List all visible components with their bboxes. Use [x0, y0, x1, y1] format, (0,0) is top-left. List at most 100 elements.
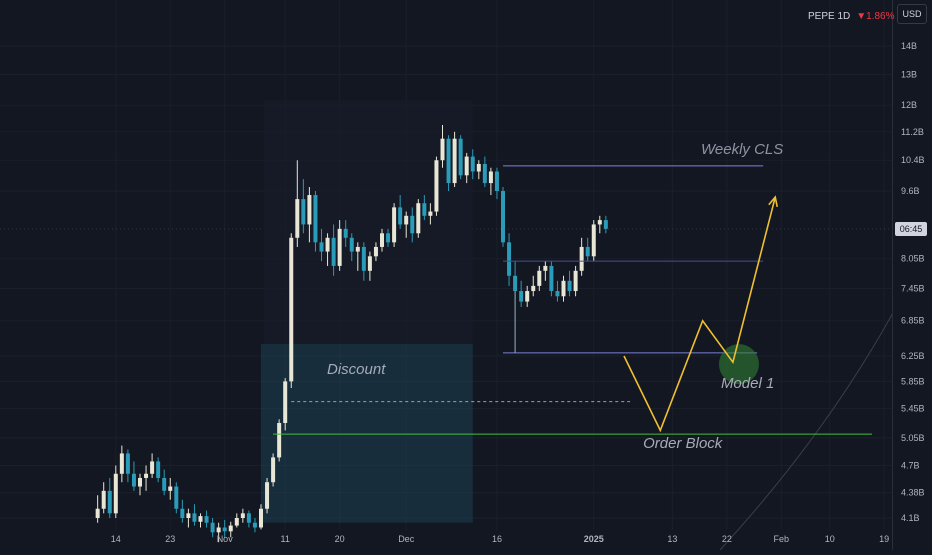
candle-body: [507, 242, 512, 276]
y-tick-label: 4.7B: [901, 461, 920, 471]
candle-body: [501, 191, 505, 243]
time-axis: 1423Nov1120Dec1620251322Feb1019Mar: [111, 534, 932, 544]
x-tick-label: 14: [111, 534, 121, 544]
candle-body: [349, 237, 354, 252]
candle-body: [585, 246, 590, 257]
price-axis[interactable]: 14B 13B 12B 11.2B 10.4B 9.6B 8.05B 7.45B 6.85B 6.…: [892, 0, 932, 550]
y-tick-label: 9.6B: [901, 186, 920, 196]
candle-body: [410, 215, 415, 234]
x-tick-label: 22: [722, 534, 732, 544]
candle-body: [192, 513, 197, 522]
candle-body: [367, 256, 372, 271]
candle-body: [361, 246, 366, 271]
candle-body: [319, 242, 324, 252]
candle-body: [234, 518, 239, 526]
candle-body: [452, 138, 457, 184]
candle-body: [240, 513, 245, 518]
candle-body: [537, 270, 542, 286]
y-tick-label: 5.45B: [901, 404, 925, 414]
ticker-symbol: PEPE 1D: [808, 11, 851, 22]
candle-body: [440, 138, 445, 161]
candle-body: [246, 513, 251, 523]
y-tick-label: 7.45B: [901, 283, 925, 293]
y-tick-label: 12B: [901, 100, 917, 110]
countdown-badge: 06:45: [895, 222, 927, 236]
candle-body: [380, 233, 384, 247]
x-tick-label: 11: [281, 534, 290, 544]
discount-label: Discount: [327, 361, 386, 378]
x-tick-label: 20: [335, 534, 345, 544]
x-tick-label: Nov: [217, 534, 234, 544]
candle-body: [101, 490, 106, 509]
candle-body: [198, 516, 203, 522]
candle-body: [252, 522, 257, 528]
x-tick-label: Dec: [398, 534, 415, 544]
annotations: Weekly CLS Order Block Model 1: [273, 141, 873, 452]
order-block-label: Order Block: [643, 435, 724, 452]
projection-path: [623, 196, 777, 433]
candle-body: [555, 291, 560, 297]
currency-badge[interactable]: USD: [897, 4, 927, 24]
y-tick-label: 8.05B: [901, 254, 925, 264]
candle-body: [464, 156, 469, 176]
candle-body: [283, 381, 288, 423]
candle-body: [597, 220, 602, 225]
candle-body: [222, 527, 227, 532]
candle-body: [228, 525, 233, 532]
candle-body: [561, 280, 566, 297]
candle-body: [488, 171, 493, 184]
x-tick-label: 19: [879, 534, 889, 544]
candle-body: [131, 473, 136, 487]
candle-body: [331, 237, 336, 266]
candle-body: [180, 508, 185, 518]
x-tick-label: 13: [667, 534, 677, 544]
y-tick-label: 10.4B: [901, 155, 925, 165]
candle-body: [156, 461, 161, 478]
candle-body: [513, 275, 518, 292]
weekly-cls-label: Weekly CLS: [701, 141, 783, 158]
candle-body: [343, 228, 348, 238]
candle-body: [567, 280, 572, 292]
x-tick-label: 2025: [584, 534, 604, 544]
model-marker: [718, 344, 759, 385]
y-tick-label: 13B: [901, 69, 917, 79]
y-tick-label: 5.05B: [901, 433, 925, 443]
candle-body: [162, 477, 167, 491]
y-tick-label: 5.85B: [901, 376, 925, 386]
x-tick-label: Feb: [774, 534, 790, 544]
candle-body: [494, 171, 499, 192]
candle-body: [125, 453, 130, 474]
candle-body: [216, 527, 221, 533]
candle-body: [289, 237, 294, 382]
candle-body: [543, 265, 548, 271]
candle-body: [119, 453, 124, 474]
candle-body: [277, 422, 282, 458]
candle-body: [265, 482, 270, 509]
candle-body: [138, 477, 142, 487]
candle-body: [337, 228, 342, 266]
x-tick-label: 16: [492, 534, 502, 544]
candle-body: [531, 285, 536, 292]
y-tick-label: 11.2B: [901, 127, 924, 137]
candle-body: [482, 163, 487, 184]
x-tick-label: 10: [825, 534, 835, 544]
candle-body: [259, 508, 263, 528]
candle-body: [549, 265, 554, 292]
candle-body: [204, 516, 209, 523]
candle-body: [434, 160, 439, 212]
candle-body: [422, 203, 427, 216]
candles: [95, 124, 608, 543]
candle-body: [168, 486, 173, 491]
candle-body: [398, 207, 403, 225]
discount-zone: [261, 343, 473, 523]
candle-body: [95, 508, 100, 518]
candle-body: [150, 461, 155, 474]
y-tick-label: 4.38B: [901, 488, 925, 498]
candle-body: [307, 195, 312, 225]
candle-body: [295, 199, 300, 238]
x-tick-label: 23: [165, 534, 175, 544]
y-tick-label: 14B: [901, 41, 917, 51]
zones: Discount: [261, 100, 473, 523]
candle-body: [210, 522, 215, 533]
